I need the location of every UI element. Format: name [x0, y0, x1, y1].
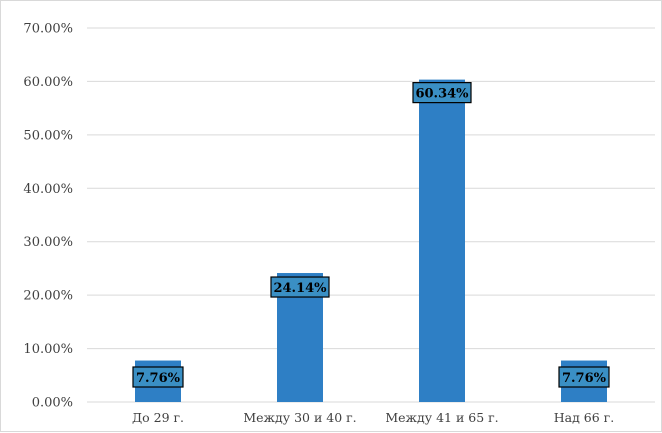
- y-tick-label: 20.00%: [23, 289, 73, 304]
- y-tick-label: 40.00%: [23, 182, 73, 197]
- gridlines: [87, 27, 655, 403]
- x-category-label: До 29 г.: [132, 410, 184, 425]
- y-tick-label: 10.00%: [23, 342, 73, 357]
- x-category-label: Между 41 и 65 г.: [385, 410, 498, 425]
- data-label: 7.76%: [562, 371, 607, 386]
- data-label: 24.14%: [273, 281, 327, 296]
- bar: [419, 79, 465, 402]
- y-tick-label: 50.00%: [23, 128, 73, 143]
- x-axis-categories: До 29 г. Между 30 и 40 г. Между 41 и 65 г.…: [132, 410, 614, 425]
- y-axis-ticks: 0.00% 10.00% 20.00% 30.00% 40.00% 50.00% 60.00…: [23, 22, 73, 411]
- y-tick-label: 60.00%: [23, 75, 73, 90]
- y-tick-label: 70.00%: [23, 22, 73, 37]
- data-label: 7.76%: [136, 371, 181, 386]
- data-label-box: [558, 366, 610, 388]
- bars: [135, 79, 607, 402]
- y-tick-label: 30.00%: [23, 235, 73, 250]
- data-label-box: [270, 276, 330, 298]
- data-labels: 7.76% 24.14% 60.34% 7.76%: [132, 82, 610, 388]
- data-label-box: [132, 366, 184, 388]
- x-category-label: Между 30 и 40 г.: [243, 410, 356, 425]
- x-category-label: Над 66 г.: [554, 410, 614, 425]
- data-label: 60.34%: [415, 87, 469, 102]
- data-label-box: [412, 82, 472, 104]
- y-tick-label: 0.00%: [32, 396, 73, 411]
